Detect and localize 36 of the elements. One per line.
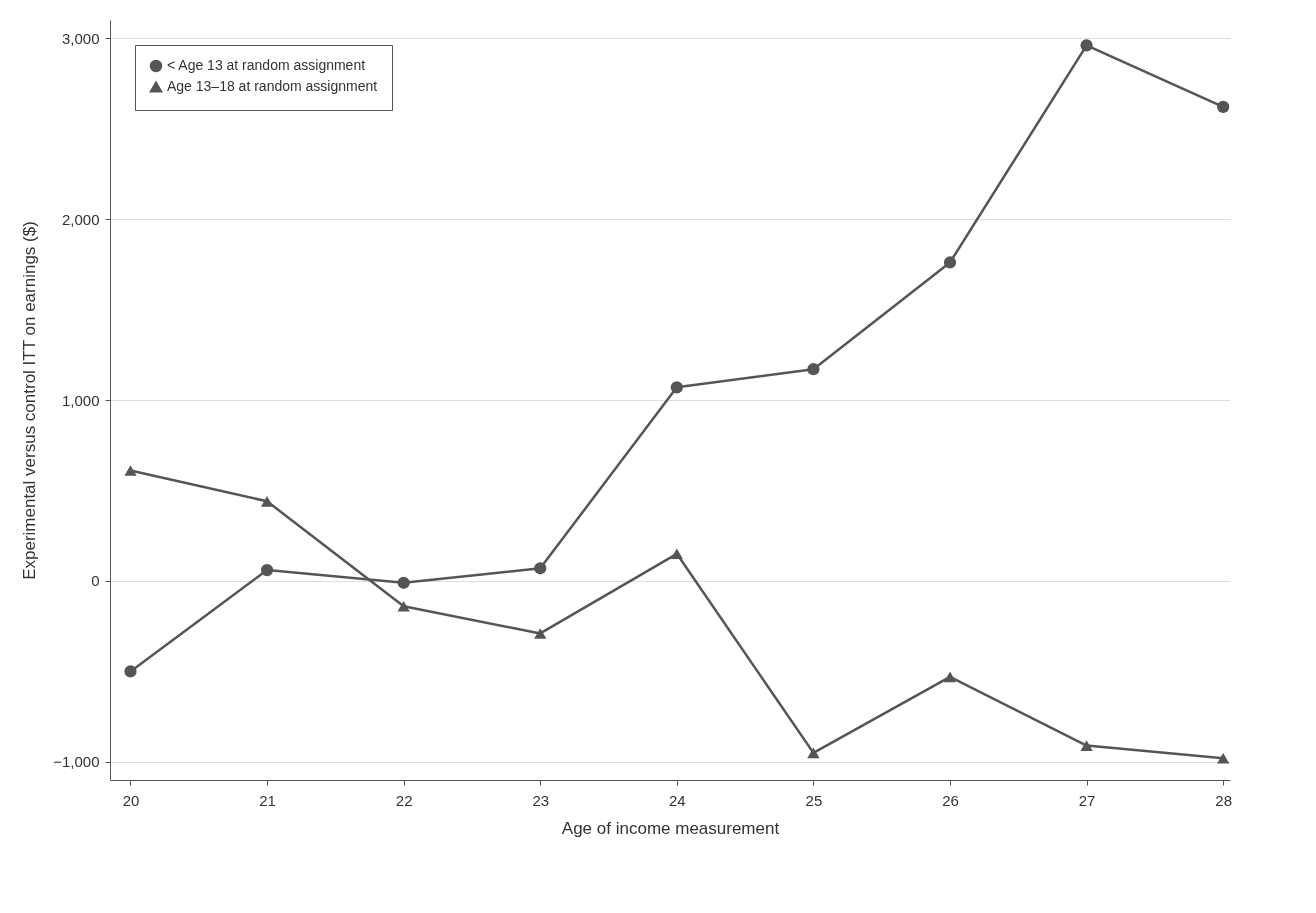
point	[397, 576, 410, 589]
legend-label: Age 13–18 at random assignment	[167, 78, 378, 94]
x-axis-title: Age of income measurement	[561, 818, 780, 838]
y-axis-title: Experimental versus control ITT on earnings ($)	[20, 221, 40, 580]
x-tick-label: 27	[1078, 791, 1096, 809]
x-tick-label: 25	[805, 791, 823, 809]
point	[1217, 100, 1230, 113]
point	[1217, 752, 1230, 764]
x-tick-label: 22	[395, 791, 413, 809]
point	[397, 600, 410, 612]
y-tick-label: −1,000	[53, 753, 100, 771]
point	[1080, 740, 1093, 751]
y-tick-label: 3,000	[61, 29, 100, 47]
x-tick-label: 23	[532, 791, 550, 809]
point	[670, 381, 683, 394]
x-tick-label: 21	[259, 791, 276, 809]
y-tick-label: 0	[91, 572, 100, 590]
point	[943, 256, 957, 269]
point	[807, 747, 820, 759]
point	[124, 465, 137, 476]
legend-label: < Age 13 at random assignment	[167, 57, 366, 73]
x-tick-label: 24	[668, 791, 686, 809]
point	[807, 363, 820, 376]
point	[260, 563, 274, 577]
point	[670, 548, 683, 560]
point	[943, 671, 957, 683]
point	[1080, 39, 1093, 52]
x-tick-label: 28	[1215, 791, 1233, 809]
x-tick-label: 20	[122, 791, 140, 809]
point	[124, 665, 137, 678]
point	[260, 496, 274, 507]
y-tick-label: 2,000	[61, 210, 100, 228]
point	[534, 628, 547, 639]
point	[534, 562, 547, 575]
y-tick-label: 1,000	[61, 391, 100, 409]
x-tick-label: 26	[942, 791, 959, 809]
